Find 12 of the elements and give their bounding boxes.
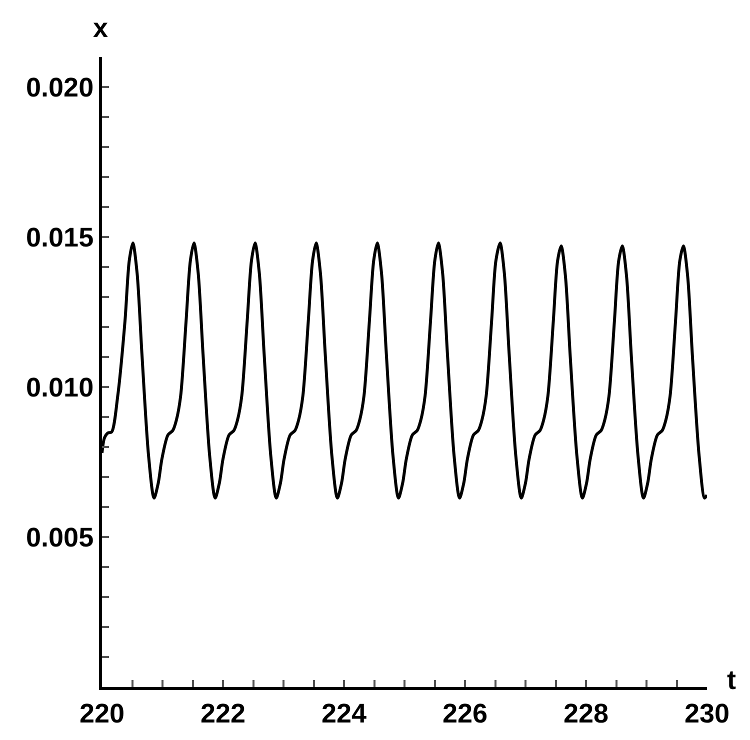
x-tick-label: 222 <box>200 698 246 728</box>
x-tick-label: 224 <box>321 698 367 728</box>
y-axis-title: x <box>93 13 108 43</box>
y-tick-label: 0.015 <box>26 222 94 252</box>
x-tick-label: 220 <box>79 698 125 728</box>
x-axis-title: t <box>727 665 736 695</box>
y-tick-label: 0.010 <box>26 372 94 402</box>
x-tick-label: 226 <box>442 698 488 728</box>
y-tick-label: 0.005 <box>26 522 94 552</box>
x-tick-label: 228 <box>563 698 609 728</box>
x-tick-label: 230 <box>684 698 730 728</box>
y-tick-label: 0.020 <box>26 72 94 102</box>
